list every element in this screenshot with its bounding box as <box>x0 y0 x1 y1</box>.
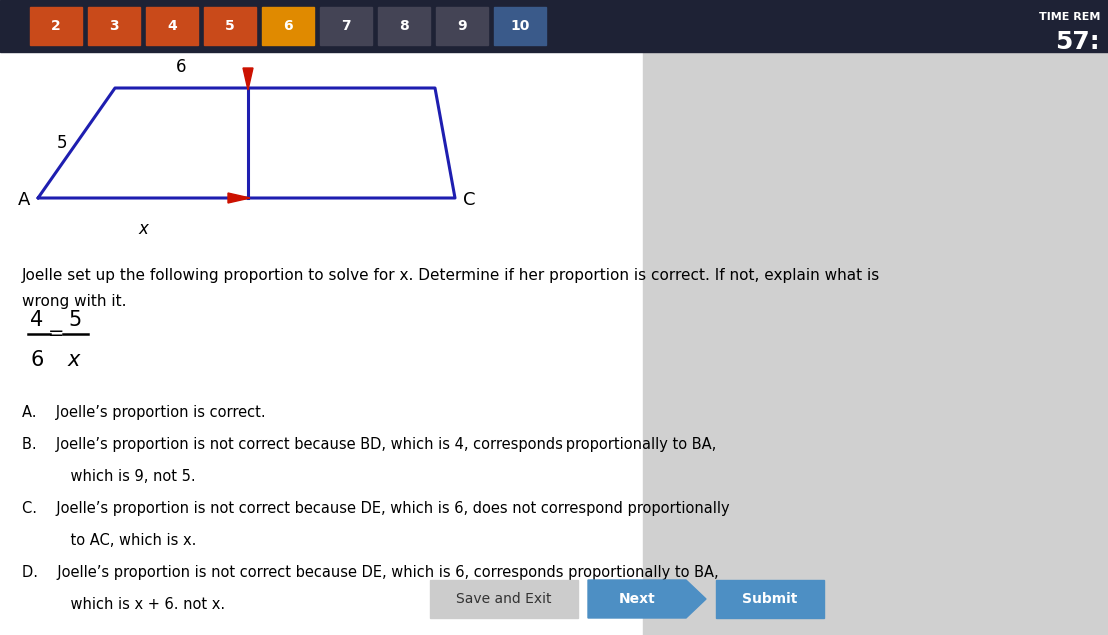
Text: x: x <box>68 350 81 370</box>
Bar <box>146 7 198 45</box>
Text: 10: 10 <box>511 19 530 33</box>
Bar <box>261 7 314 45</box>
Text: to AC, which is x.: to AC, which is x. <box>22 533 196 548</box>
Text: =: = <box>48 323 64 342</box>
Text: TIME REM: TIME REM <box>1038 12 1100 22</box>
Bar <box>30 7 82 45</box>
Text: 4: 4 <box>167 19 177 33</box>
Text: Joelle set up the following proportion to solve for x. Determine if her proporti: Joelle set up the following proportion t… <box>22 268 880 283</box>
Text: Save and Exit: Save and Exit <box>456 592 552 606</box>
Bar <box>643 52 1108 635</box>
Text: 7: 7 <box>341 19 351 33</box>
Bar <box>88 7 140 45</box>
Text: 6: 6 <box>176 58 187 76</box>
Bar <box>437 7 488 45</box>
Bar <box>320 7 372 45</box>
Text: A.  Joelle’s proportion is correct.: A. Joelle’s proportion is correct. <box>22 405 266 420</box>
Text: which is 9, not 5.: which is 9, not 5. <box>22 469 196 484</box>
Bar <box>716 580 824 618</box>
Bar <box>0 0 1108 52</box>
Text: 6: 6 <box>284 19 293 33</box>
Text: 4: 4 <box>30 310 43 330</box>
Text: 5: 5 <box>68 310 81 330</box>
Text: Next: Next <box>618 592 655 606</box>
Text: 57:: 57: <box>1056 30 1100 54</box>
Bar <box>378 7 430 45</box>
Text: which is x + 6. not x.: which is x + 6. not x. <box>22 597 225 612</box>
Bar <box>494 7 546 45</box>
Polygon shape <box>243 68 253 90</box>
Text: 3: 3 <box>110 19 119 33</box>
Text: 6: 6 <box>30 350 43 370</box>
Text: 5: 5 <box>225 19 235 33</box>
Text: A: A <box>18 191 30 209</box>
Bar <box>430 580 578 618</box>
Text: wrong with it.: wrong with it. <box>22 294 126 309</box>
Text: C.  Joelle’s proportion is not correct because DE, which is 6, does not correspo: C. Joelle’s proportion is not correct be… <box>22 501 730 516</box>
Bar <box>204 7 256 45</box>
Polygon shape <box>588 580 706 618</box>
Polygon shape <box>228 193 250 203</box>
Text: 5: 5 <box>58 134 68 152</box>
Text: Submit: Submit <box>742 592 798 606</box>
Text: B.  Joelle’s proportion is not correct because BD, which is 4, corresponds propo: B. Joelle’s proportion is not correct be… <box>22 437 716 452</box>
Text: 2: 2 <box>51 19 61 33</box>
Text: C: C <box>463 191 475 209</box>
Text: x: x <box>138 220 148 238</box>
Text: 9: 9 <box>458 19 466 33</box>
Text: D.  Joelle’s proportion is not correct because DE, which is 6, corresponds propo: D. Joelle’s proportion is not correct be… <box>22 565 719 580</box>
Text: 8: 8 <box>399 19 409 33</box>
Bar <box>0 52 643 635</box>
